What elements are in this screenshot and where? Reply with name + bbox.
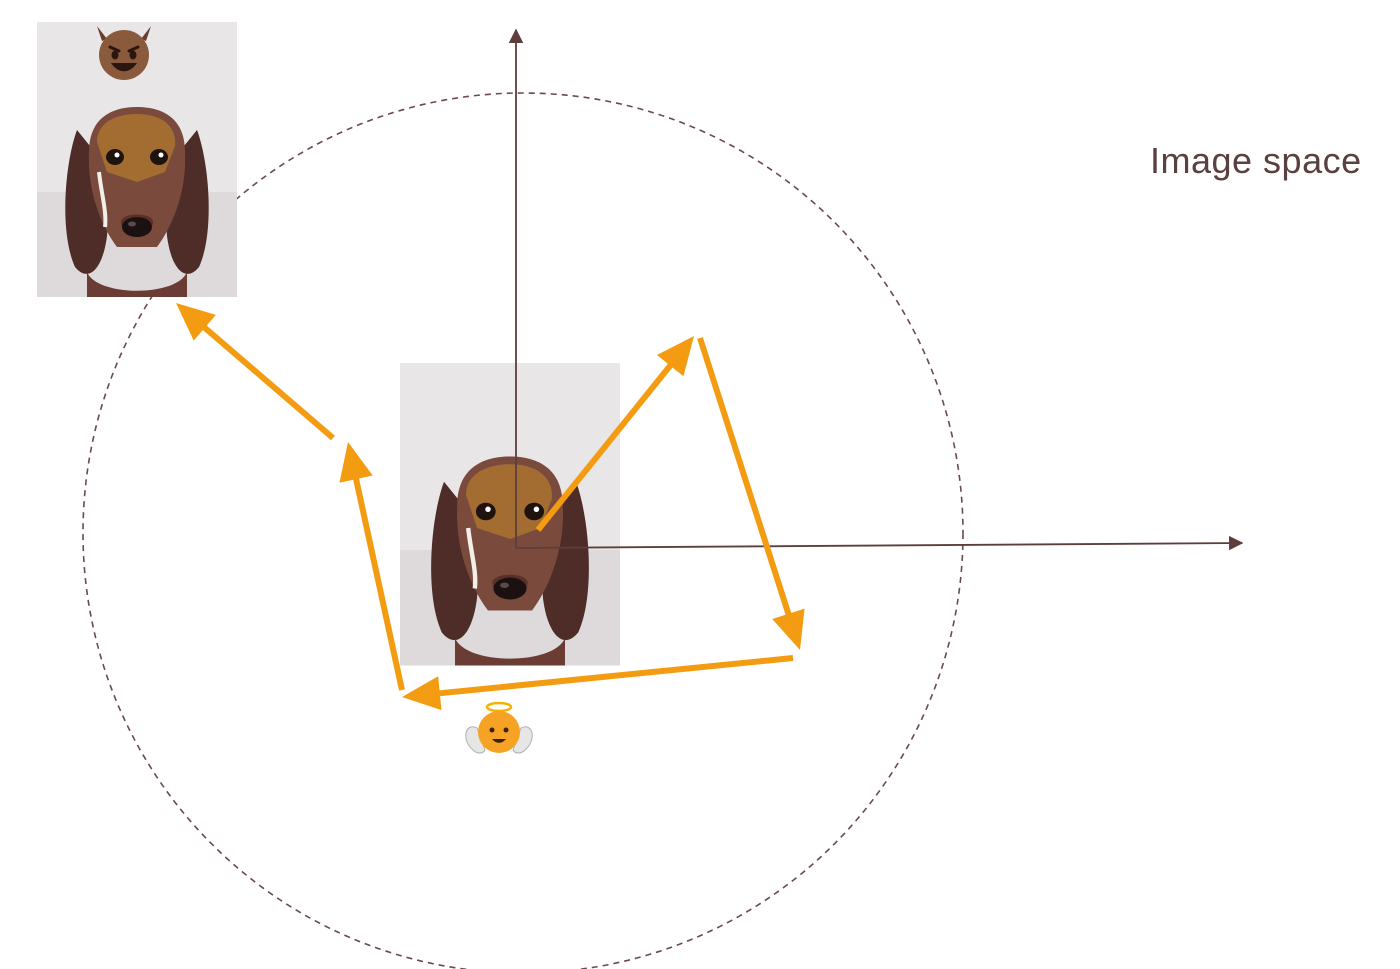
arrow-step-1-shaft (535, 362, 674, 532)
arrow-step-5-head (176, 303, 216, 341)
arrow-step-3-head (402, 676, 442, 711)
image-space-label: Image space (1150, 140, 1362, 181)
corner-dog-image (35, 20, 239, 299)
arrow-step-5-shaft (201, 324, 335, 441)
arrow-step-4-shaft (352, 476, 405, 691)
center-dog-image (400, 363, 620, 666)
perturbation-arrows (176, 303, 805, 711)
smiling-devil-icon (97, 26, 151, 80)
arrow-step-2-head (772, 608, 805, 650)
x-axis (515, 535, 1244, 551)
arrow-step-2-shaft (697, 337, 792, 617)
arrow-step-3-shaft (437, 655, 794, 697)
arrow-step-4-head (339, 442, 373, 483)
baby-angel-icon (465, 701, 533, 754)
dashed-boundary-circle (82, 92, 964, 969)
arrow-step-1-head (656, 336, 694, 377)
